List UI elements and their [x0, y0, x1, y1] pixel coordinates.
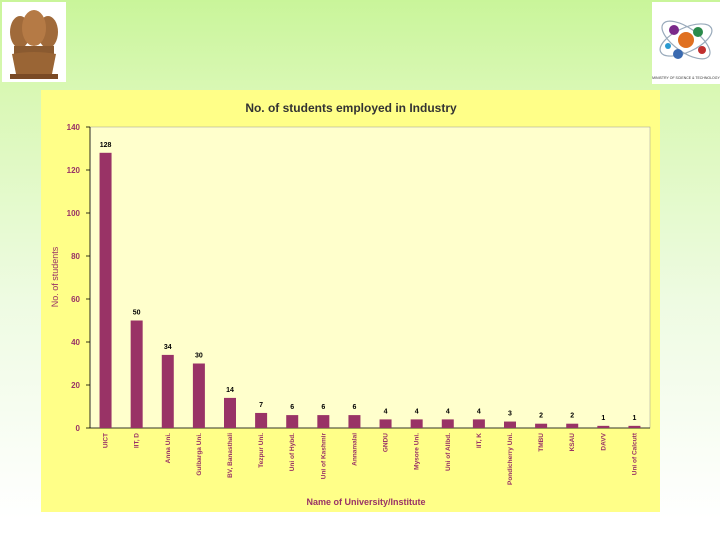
y-tick-label: 40 [71, 338, 80, 347]
bar-value-label: 4 [384, 408, 388, 415]
category-label: DAVV [600, 432, 607, 450]
bar-value-label: 6 [290, 404, 294, 411]
plot-area [89, 126, 651, 429]
chart-title: No. of students employed in Industry [245, 101, 457, 115]
bar [161, 354, 174, 428]
bar [504, 421, 516, 428]
bar [441, 419, 454, 428]
category-label: UICT [103, 433, 110, 448]
y-axis-ticks: 0 20 40 60 80 100 120 140 [67, 123, 90, 433]
y-axis-label: No. of students [50, 246, 60, 307]
bar [566, 423, 579, 428]
category-label: Gulbarga Uni. [196, 433, 203, 476]
atom-molecule-icon [659, 20, 713, 60]
category-label: BV, Banasthali [227, 433, 234, 478]
category-label: Pondicherry Uni. [507, 433, 514, 485]
bar [224, 397, 236, 428]
bar-value-label: 34 [164, 344, 172, 351]
bar-value-label: 128 [100, 142, 112, 149]
category-label: Uni of Allbd. [445, 433, 452, 471]
category-label: GNDU [383, 433, 390, 452]
y-tick-label: 100 [67, 209, 81, 218]
y-tick-label: 0 [76, 424, 81, 433]
bars [99, 152, 641, 429]
national-emblem [2, 2, 66, 82]
category-label: Uni of Kashmir [320, 433, 327, 480]
category-label: Tezpur Uni. [258, 433, 265, 468]
bar-value-label: 6 [321, 404, 325, 411]
chart-panel: No. of students employed in Industry No.… [41, 90, 660, 512]
ministry-caption: MINISTRY OF SCIENCE & TECHNOLOGY [652, 76, 720, 80]
bar [410, 419, 423, 428]
y-tick-label: 60 [71, 295, 80, 304]
bar [348, 415, 361, 428]
category-labels: UICT IIT, D Anna Uni. Gulbarga Uni. BV, Bana… [103, 432, 639, 485]
bar [379, 419, 392, 428]
x-axis-label: Name of University/Institute [306, 497, 425, 507]
bar [535, 423, 548, 428]
category-label: TMBU [538, 433, 545, 452]
category-label: Mysore Uni. [414, 433, 421, 470]
ministry-logo: MINISTRY OF SCIENCE & TECHNOLOGY [652, 2, 720, 84]
category-label: Annamalai [351, 433, 358, 466]
y-tick-label: 140 [67, 123, 81, 132]
bar-value-label: 30 [195, 353, 203, 360]
bar-value-labels: 128 50 34 30 14 7 6 6 6 4 4 4 4 3 2 2 1 1 [100, 142, 637, 422]
bar-value-label: 1 [632, 415, 636, 422]
bar-value-label: 7 [259, 402, 263, 409]
bar-value-label: 4 [446, 408, 450, 415]
bar-chart: No. of students employed in Industry No.… [50, 101, 651, 507]
bar [255, 412, 268, 428]
bar-value-label: 4 [415, 408, 419, 415]
bar [130, 320, 143, 428]
bar [472, 419, 485, 428]
bar [628, 425, 641, 428]
bar-value-label: 50 [133, 310, 141, 317]
bar [597, 425, 610, 428]
bar [99, 152, 112, 429]
y-tick-label: 80 [71, 252, 80, 261]
bar-value-label: 14 [226, 387, 234, 394]
category-label: Uni of Hybd. [289, 433, 296, 471]
category-label: KSAU [569, 433, 576, 452]
bar-value-label: 1 [601, 415, 605, 422]
bar-value-label: 2 [570, 413, 574, 420]
bar-value-label: 3 [508, 411, 512, 418]
category-label: Anna Uni. [165, 433, 172, 464]
y-tick-label: 20 [71, 381, 80, 390]
bar-value-label: 4 [477, 408, 481, 415]
bar [286, 415, 299, 428]
category-label: IIT, K [476, 433, 483, 448]
bar [317, 415, 330, 428]
bar [192, 363, 205, 428]
category-label: IIT, D [134, 433, 141, 448]
bar-value-label: 2 [539, 413, 543, 420]
category-label: Uni of Calcutt [631, 432, 638, 475]
lion-capital-icon [10, 10, 58, 79]
y-tick-label: 120 [67, 166, 81, 175]
bar-value-label: 6 [352, 404, 356, 411]
